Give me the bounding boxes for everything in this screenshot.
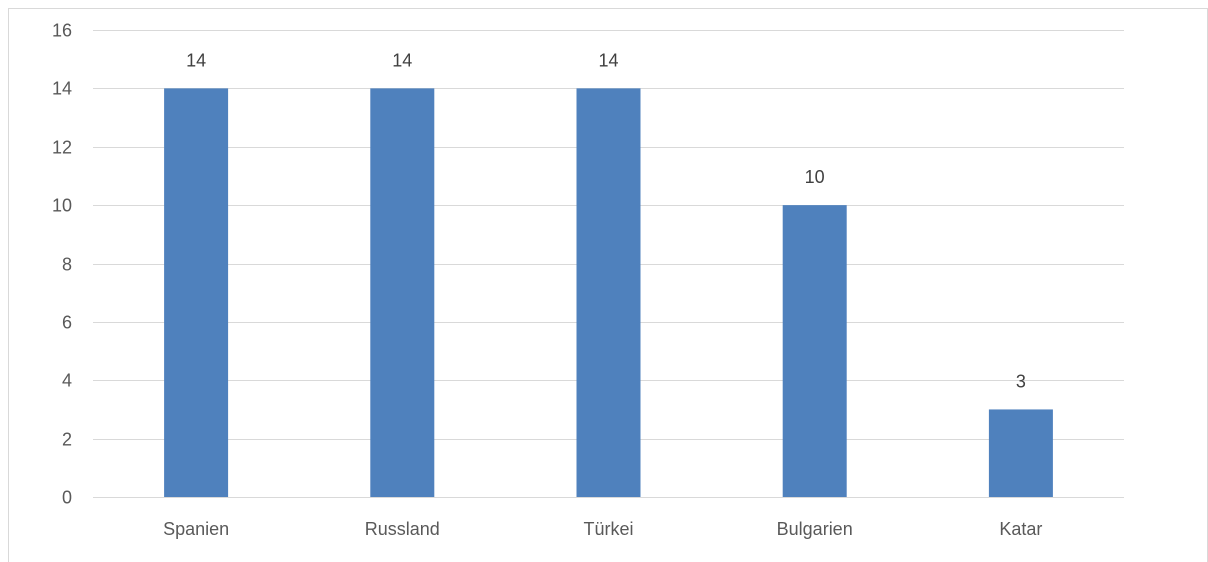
y-tick-label: 0 — [62, 488, 72, 508]
data-label: 3 — [1016, 371, 1026, 391]
bar — [782, 205, 847, 497]
y-tick-label: 8 — [62, 255, 72, 275]
y-tick-label: 16 — [52, 21, 72, 41]
x-tick-label: Spanien — [163, 519, 229, 539]
x-tick-label: Türkei — [583, 519, 633, 539]
y-tick-label: 4 — [62, 371, 72, 391]
data-label: 14 — [186, 50, 206, 70]
data-label: 14 — [598, 50, 618, 70]
y-tick-label: 10 — [52, 196, 72, 216]
y-tick-label: 2 — [62, 430, 72, 450]
x-tick-label: Bulgarien — [777, 519, 853, 539]
bar — [988, 409, 1053, 497]
data-label: 14 — [392, 50, 412, 70]
bar — [576, 88, 641, 497]
x-tick-label: Katar — [999, 519, 1042, 539]
y-tick-label: 6 — [62, 313, 72, 333]
y-tick-label: 14 — [52, 79, 72, 99]
bar — [370, 88, 435, 497]
data-label: 10 — [805, 167, 825, 187]
bar — [164, 88, 229, 497]
x-tick-label: Russland — [365, 519, 440, 539]
y-tick-label: 12 — [52, 138, 72, 158]
